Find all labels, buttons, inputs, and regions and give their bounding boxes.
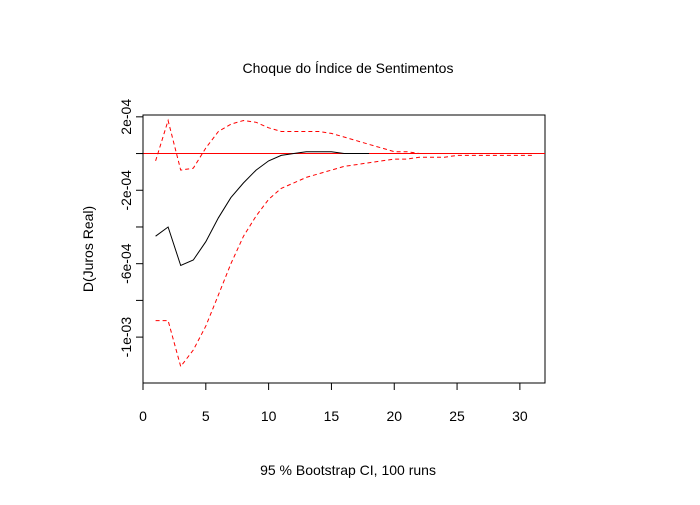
y-tick-label: -2e-04 [118, 170, 134, 211]
chart-title: Choque do Índice de Sentimentos [243, 60, 454, 76]
x-tick-label: 20 [386, 408, 402, 424]
x-tick-label: 15 [324, 408, 340, 424]
series-line-upper [155, 118, 533, 171]
plot-frame [142, 114, 546, 384]
x-axis: 0 5 10 15 20 25 30 [139, 382, 528, 424]
y-axis-label: D(Juros Real) [80, 206, 96, 292]
y-axis: 2e-04 -2e-04 -6e-04 -1e-03 [118, 99, 144, 358]
plot-area [142, 114, 546, 384]
series-line-lower [155, 154, 533, 368]
x-axis-label: 95 % Bootstrap CI, 100 runs [260, 462, 436, 478]
chart-marks [143, 118, 545, 368]
x-tick-label: 5 [202, 408, 210, 424]
y-tick-label: -1e-03 [118, 317, 134, 358]
x-tick-label: 10 [261, 408, 277, 424]
x-tick-label: 25 [449, 408, 465, 424]
x-tick-label: 30 [512, 408, 528, 424]
y-tick-label: 2e-04 [118, 99, 134, 135]
x-tick-label: 0 [139, 408, 147, 424]
y-tick-label: -6e-04 [118, 243, 134, 284]
series-line-irf [155, 151, 370, 267]
